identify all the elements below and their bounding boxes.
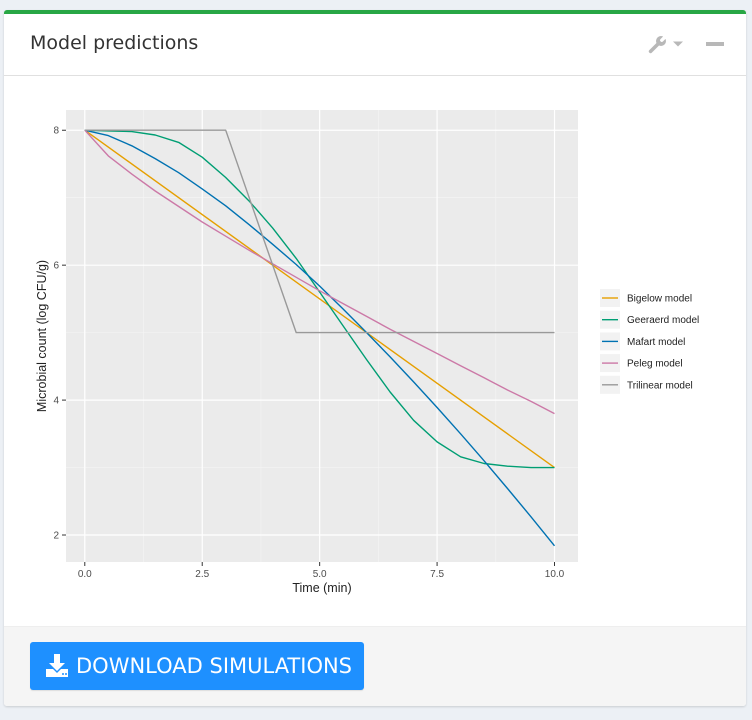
x-tick-label: 7.5 <box>430 569 444 580</box>
y-tick-label: 2 <box>53 531 59 542</box>
download-simulations-button[interactable]: DOWNLOAD SIMULATIONS <box>30 642 364 690</box>
y-axis-title: Microbial count (log CFU/g) <box>35 260 49 412</box>
x-tick-label: 0.0 <box>78 569 92 580</box>
legend-label: Geeraerd model <box>627 315 699 326</box>
legend-label: Mafart model <box>627 337 685 348</box>
plot-panel <box>66 110 578 562</box>
y-tick-label: 6 <box>53 261 59 272</box>
box-title: Model predictions <box>30 32 199 54</box>
caret-down-icon <box>673 41 683 47</box>
collapse-button[interactable] <box>706 41 724 47</box>
series-line <box>84 129 555 469</box>
x-tick-label: 2.5 <box>195 569 209 580</box>
x-tick-label: 10.0 <box>545 569 565 580</box>
box-header: Model predictions <box>4 14 746 76</box>
series-line <box>84 129 556 547</box>
minus-icon <box>706 42 724 46</box>
box-tools <box>648 34 724 54</box>
download-simulations-label: DOWNLOAD SIMULATIONS <box>76 654 353 678</box>
series-line <box>84 129 555 415</box>
series-line <box>84 129 555 334</box>
series-line <box>84 129 555 469</box>
x-tick-label: 5.0 <box>313 569 327 580</box>
x-axis-title: Time (min) <box>292 581 351 595</box>
legend-label: Bigelow model <box>627 294 692 305</box>
model-predictions-box: Model predictions 0.0 2.5 5.0 7.5 10.0 2 4 6 8 Ti… <box>4 10 746 706</box>
settings-dropdown-button[interactable] <box>648 34 684 54</box>
box-footer: DOWNLOAD SIMULATIONS <box>4 626 746 706</box>
y-tick-label: 4 <box>53 396 59 407</box>
model-predictions-chart: 0.0 2.5 5.0 7.5 10.0 2 4 6 8 Time (min) Microbial … <box>35 110 706 595</box>
y-tick-label: 8 <box>53 126 59 137</box>
legend-label: Peleg model <box>627 359 683 370</box>
download-icon <box>46 654 68 677</box>
legend-label: Trilinear model <box>627 380 693 391</box>
box-body: 0.0 2.5 5.0 7.5 10.0 2 4 6 8 Time (min) Microbial … <box>4 76 746 626</box>
wrench-icon <box>648 34 668 54</box>
